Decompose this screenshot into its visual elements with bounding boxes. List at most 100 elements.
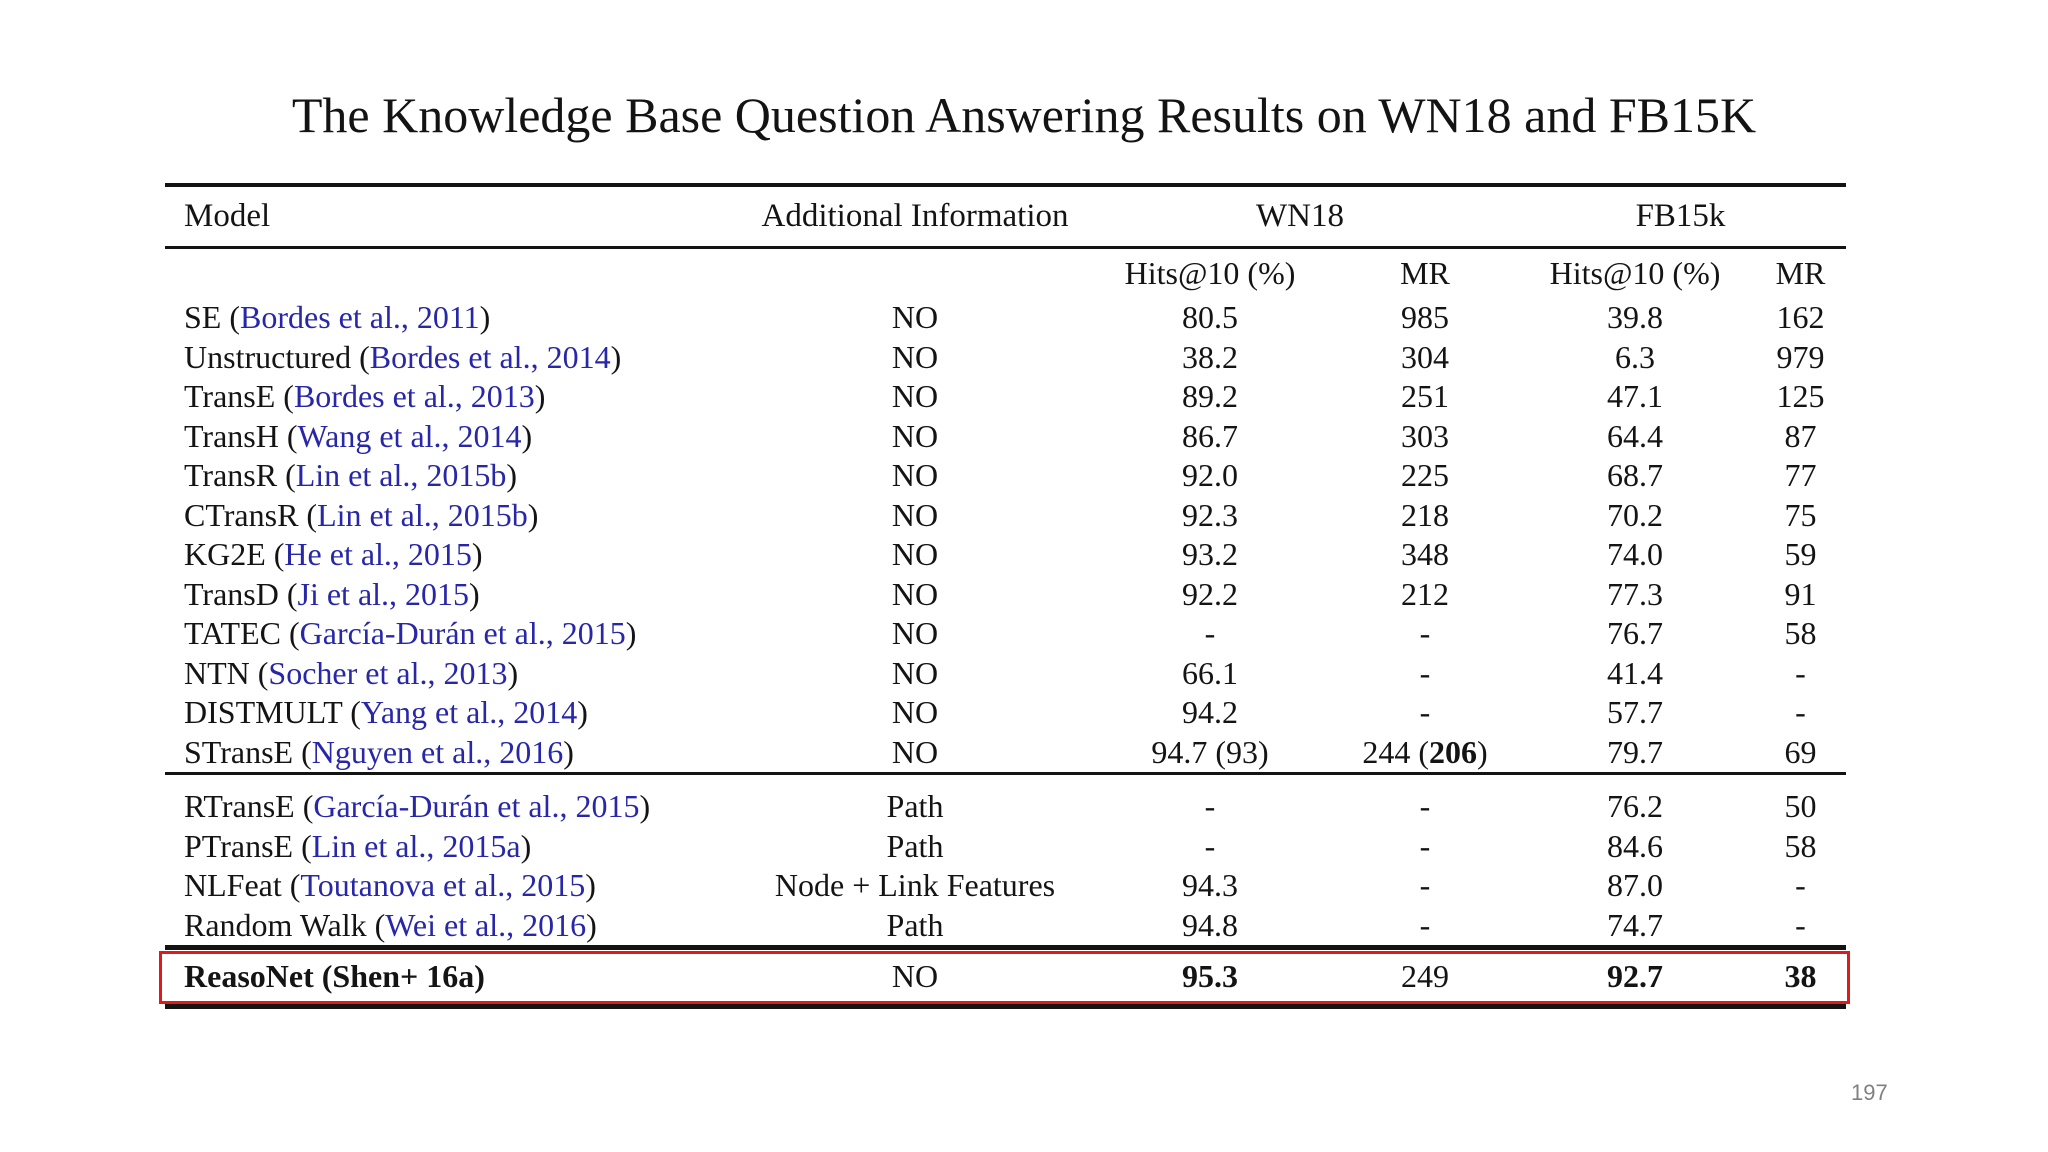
- fb15k-hits-cell: 68.7: [1607, 457, 1663, 493]
- citation-text: Lin et al., 2015a: [311, 827, 521, 864]
- wn18-mr-cell: 303: [1401, 417, 1449, 454]
- additional-info-cell: NO: [891, 615, 939, 651]
- table-body-group-path-features: RTransE (García-Durán et al., 2015) Path -…: [165, 775, 1846, 945]
- subheader-fb15k-mr: MR: [1775, 255, 1826, 291]
- wn18-hits-cell: 94.2: [1182, 694, 1238, 730]
- table-row: TransE (Bordes et al., 2013) NO 89.2 251 47.…: [165, 377, 1846, 417]
- subheader-wn18-hits: Hits@10 (%): [1124, 255, 1296, 291]
- citation-text: Bordes et al., 2011: [240, 299, 480, 335]
- fb15k-hits-cell: 92.7: [1607, 958, 1663, 994]
- fb15k-hits-cell: 47.1: [1607, 378, 1663, 414]
- model-cell: STransE (Nguyen et al., 2016): [184, 733, 574, 770]
- additional-info-cell: NO: [891, 378, 939, 414]
- additional-info-cell: NO: [891, 338, 939, 375]
- wn18-hits-cell: 95.3: [1182, 958, 1238, 994]
- wn18-hits-cell: 89.2: [1182, 378, 1238, 414]
- citation-text: Yang et al., 2014: [360, 694, 578, 730]
- wn18-mr-cell: -: [1419, 867, 1431, 903]
- additional-info-cell: NO: [891, 733, 939, 770]
- model-cell: PTransE (Lin et al., 2015a): [184, 827, 532, 864]
- citation-text: Lin et al., 2015b: [317, 496, 528, 533]
- wn18-hits-cell: 94.8: [1182, 906, 1238, 943]
- table-row: Random Walk (Wei et al., 2016) Path 94.8 - 7…: [165, 906, 1846, 946]
- results-table: Model Additional Information WN18 FB15k …: [159, 183, 1850, 1009]
- wn18-mr-cell: -: [1419, 654, 1431, 691]
- fb15k-mr-cell: 58: [1784, 615, 1817, 651]
- table-rule-bottom: [165, 1002, 1846, 1009]
- citation-text: García-Durán et al., 2015: [313, 788, 640, 824]
- citation-text: Wang et al., 2014: [297, 417, 522, 454]
- fb15k-hits-cell: 70.2: [1607, 496, 1663, 533]
- table-rule-top: [165, 183, 1846, 187]
- wn18-hits-cell: 66.1: [1182, 654, 1238, 691]
- fb15k-mr-cell: 50: [1784, 788, 1817, 824]
- wn18-mr-cell: 348: [1401, 536, 1449, 572]
- fb15k-mr-cell: -: [1795, 694, 1806, 730]
- fb15k-mr-cell: 979: [1776, 338, 1825, 375]
- highlight-row-slot: ReasoNet (Shen+ 16a) NO 95.3 249 92.7 38: [165, 950, 1846, 1002]
- table-row: ReasoNet (Shen+ 16a) NO 95.3 249 92.7 38: [165, 950, 1846, 1002]
- fb15k-mr-cell: 59: [1784, 536, 1817, 572]
- table-row: TransR (Lin et al., 2015b) NO 92.0 225 68.7 7…: [165, 456, 1846, 496]
- table-row: Unstructured (Bordes et al., 2014) NO 38.2…: [165, 338, 1846, 378]
- wn18-mr-cell: 304: [1401, 338, 1449, 375]
- wn18-hits-cell: 92.3: [1182, 496, 1238, 533]
- slide-title: The Knowledge Base Question Answering Re…: [291, 87, 1757, 143]
- model-cell: TATEC (García-Durán et al., 2015): [184, 615, 637, 651]
- wn18-hits-cell: -: [1204, 788, 1216, 824]
- citation-text: Bordes et al., 2013: [293, 378, 535, 414]
- header-wn18: WN18: [1256, 198, 1344, 234]
- model-cell: CTransR (Lin et al., 2015b): [184, 496, 539, 533]
- wn18-mr-cell: 249: [1401, 958, 1449, 994]
- fb15k-hits-cell: 64.4: [1607, 417, 1663, 454]
- fb15k-hits-cell: 76.2: [1607, 788, 1663, 824]
- wn18-hits-cell: -: [1204, 827, 1216, 864]
- fb15k-hits-cell: 6.3: [1615, 338, 1655, 375]
- header-additional-information: Additional Information: [761, 198, 1069, 234]
- wn18-mr-cell: 244 (206): [1362, 733, 1488, 770]
- wn18-hits-cell: 94.7 (93): [1151, 733, 1269, 770]
- wn18-mr-cell: -: [1419, 827, 1431, 864]
- table-header-row: Model Additional Information WN18 FB15k: [165, 187, 1846, 246]
- model-cell: Random Walk (Wei et al., 2016): [184, 906, 597, 943]
- table-row: NTN (Socher et al., 2013) NO 66.1 - 41.4 -: [165, 654, 1846, 694]
- page-number: 197: [1851, 1080, 1888, 1105]
- model-cell: TransE (Bordes et al., 2013): [184, 378, 546, 414]
- table-row: CTransR (Lin et al., 2015b) NO 92.3 218 70.2…: [165, 496, 1846, 536]
- table-row: TransD (Ji et al., 2015) NO 92.2 212 77.3 91: [165, 575, 1846, 615]
- additional-info-cell: NO: [891, 417, 939, 454]
- citation-text: Ji et al., 2015: [297, 575, 470, 612]
- header-model: Model: [184, 198, 271, 234]
- fb15k-hits-cell: 74.0: [1607, 536, 1663, 572]
- wn18-mr-cell: 985: [1401, 299, 1449, 335]
- wn18-hits-cell: -: [1204, 615, 1216, 651]
- additional-info-cell: NO: [891, 457, 939, 493]
- wn18-hits-cell: 92.2: [1182, 575, 1238, 612]
- fb15k-hits-cell: 76.7: [1607, 615, 1663, 651]
- fb15k-mr-cell: 38: [1784, 958, 1817, 994]
- fb15k-hits-cell: 79.7: [1607, 733, 1663, 770]
- subheader-fb15k-hits: Hits@10 (%): [1549, 255, 1721, 291]
- header-fb15k: FB15k: [1635, 198, 1726, 234]
- table-rule-section: [165, 772, 1846, 775]
- fb15k-hits-cell: 41.4: [1607, 654, 1663, 691]
- model-cell: SE (Bordes et al., 2011): [184, 299, 491, 335]
- table-row: TATEC (García-Durán et al., 2015) NO - - 76.…: [165, 614, 1846, 654]
- model-cell: NTN (Socher et al., 2013): [184, 654, 519, 691]
- citation-text: Wei et al., 2016: [385, 906, 587, 943]
- wn18-hits-cell: 92.0: [1182, 457, 1238, 493]
- table-rule-above-highlight: [165, 945, 1846, 950]
- table-rule-under-header: [165, 246, 1846, 249]
- wn18-hits-cell: 94.3: [1182, 867, 1238, 903]
- additional-info-cell: Node + Link Features: [774, 867, 1056, 903]
- model-cell: ReasoNet (Shen+ 16a): [184, 958, 485, 994]
- table-row: STransE (Nguyen et al., 2016) NO 94.7 (93)…: [165, 733, 1846, 773]
- fb15k-mr-cell: 125: [1776, 378, 1825, 414]
- fb15k-hits-cell: 77.3: [1607, 575, 1663, 612]
- table-row: SE (Bordes et al., 2011) NO 80.5 985 39.8 162: [165, 298, 1846, 338]
- wn18-hits-cell: 80.5: [1182, 299, 1238, 335]
- wn18-mr-cell: -: [1419, 788, 1431, 824]
- table-subheader-row: Hits@10 (%) MR Hits@10 (%) MR: [165, 249, 1846, 298]
- fb15k-mr-cell: 58: [1784, 827, 1817, 864]
- wn18-mr-cell: 225: [1401, 457, 1449, 493]
